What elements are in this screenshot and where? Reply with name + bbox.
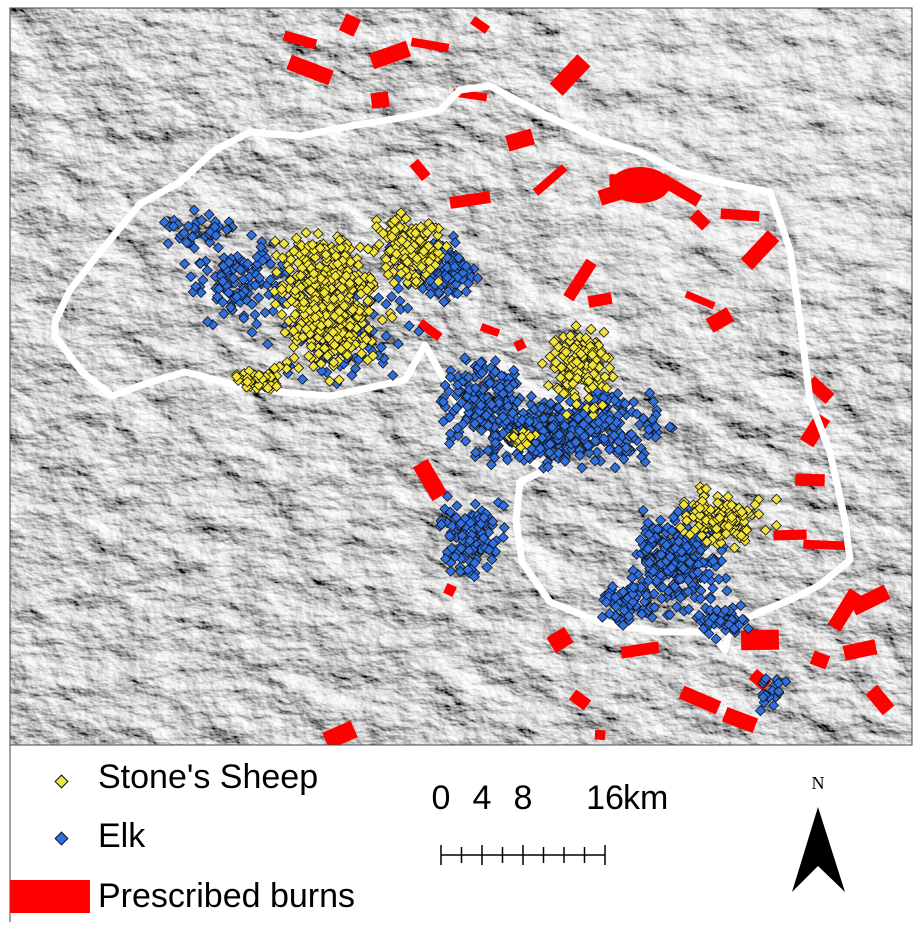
legend-symbol — [55, 775, 68, 788]
scale-label: 16 — [586, 779, 624, 817]
burn-patch — [803, 540, 847, 551]
north-label: N — [812, 773, 825, 793]
legend-symbol — [55, 832, 68, 845]
burn-patch — [773, 530, 806, 541]
burn-patch — [795, 474, 825, 487]
burn-patch — [370, 91, 389, 108]
arrow-left — [792, 807, 818, 892]
north-arrow: N — [792, 773, 845, 892]
scale-label: 0 — [432, 779, 451, 817]
legend-symbol — [10, 880, 90, 913]
scale-label: 4 — [473, 779, 492, 817]
map-figure: Stone's Sheep Elk Prescribed burns N 048… — [0, 0, 914, 925]
arrow-right — [818, 807, 845, 892]
legend: Stone's Sheep Elk Prescribed burns — [10, 758, 355, 915]
scale-label: 8 — [514, 779, 533, 817]
burn-patch — [610, 167, 670, 203]
legend-label: Prescribed burns — [98, 877, 355, 915]
burn-patch — [741, 630, 779, 651]
map — [10, 8, 912, 749]
burn-patch — [595, 730, 606, 740]
legend-label: Elk — [98, 817, 146, 855]
scale-unit: km — [623, 779, 668, 817]
scale-bar — [441, 845, 605, 865]
legend-label: Stone's Sheep — [98, 758, 318, 796]
plain-area — [560, 8, 912, 308]
